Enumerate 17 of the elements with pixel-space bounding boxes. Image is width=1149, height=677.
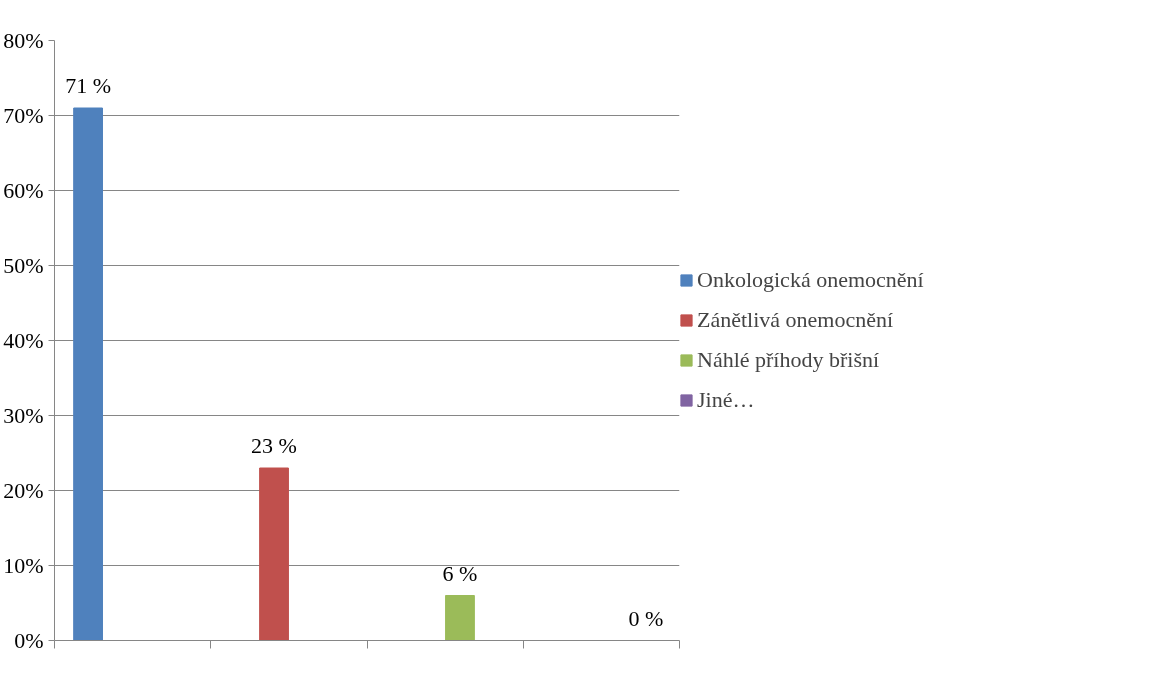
y-tick-label: 70% [3, 103, 44, 128]
legend-label: Zánětlivá onemocnění [697, 307, 894, 333]
data-label: 0 % [628, 605, 664, 631]
y-tick-label: 10% [3, 553, 44, 578]
legend-label: Onkologická onemocnění [697, 267, 924, 293]
y-tick-label: 30% [3, 403, 44, 428]
y-tick-label: 60% [3, 178, 44, 203]
y-tick-label: 50% [3, 253, 44, 278]
data-label: 6 % [442, 560, 478, 586]
y-tick-label: 40% [3, 328, 44, 353]
legend-label: Jiné… [697, 387, 755, 413]
data-label: 23 % [251, 433, 297, 458]
y-tick-label: 0% [14, 628, 44, 653]
data-label: 71 % [65, 73, 112, 98]
y-tick-label: 80% [3, 28, 44, 53]
y-tick-label: 20% [3, 478, 44, 503]
legend-label: Náhlé příhody břišní [697, 347, 880, 373]
